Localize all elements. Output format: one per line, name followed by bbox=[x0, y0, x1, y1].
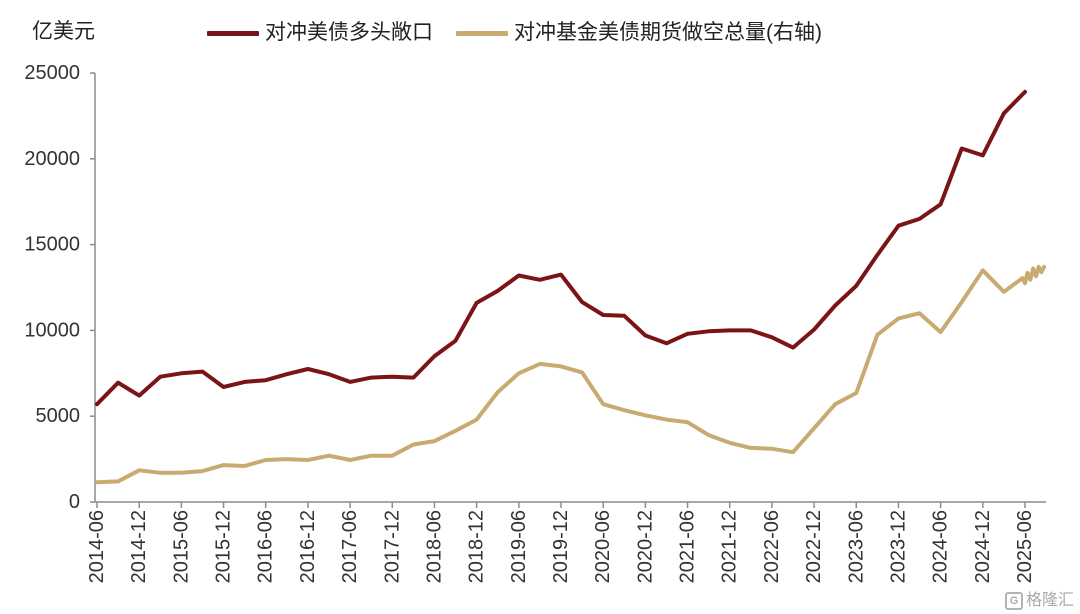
x-tick-label: 2016-12 bbox=[297, 510, 319, 583]
x-tick-label: 2021-06 bbox=[677, 510, 699, 583]
y-tick-label: 15000 bbox=[24, 234, 80, 256]
x-tick-label: 2020-06 bbox=[592, 510, 614, 583]
y-tick-label: 10000 bbox=[24, 319, 80, 341]
legend-item-long-exposure: 对冲美债多头敞口 bbox=[207, 20, 433, 46]
series-line-long-exposure bbox=[95, 89, 1027, 407]
x-tick-label: 2021-12 bbox=[719, 510, 741, 583]
series-line-futures-short bbox=[95, 264, 1047, 485]
legend-swatch-futures-short bbox=[456, 30, 508, 36]
x-tick-label: 2015-06 bbox=[170, 510, 192, 583]
x-tick-label: 2024-06 bbox=[930, 510, 952, 583]
watermark-logo: G 格隆汇 bbox=[1004, 591, 1074, 611]
legend-item-futures-short: 对冲基金美债期货做空总量(右轴) bbox=[456, 20, 822, 46]
x-tick-label: 2025-06 bbox=[1014, 510, 1036, 583]
x-tick-label: 2017-06 bbox=[339, 510, 361, 583]
y-tick-label: 25000 bbox=[24, 62, 80, 84]
y-axis-unit-label: 亿美元 bbox=[32, 20, 95, 43]
x-tick-label: 2018-12 bbox=[466, 510, 488, 583]
x-tick-label: 2016-06 bbox=[255, 510, 277, 583]
x-tick-label: 2014-06 bbox=[86, 510, 108, 583]
x-tick-label: 2024-12 bbox=[972, 510, 994, 583]
watermark-text: 格隆汇 bbox=[1025, 592, 1074, 609]
x-tick-label: 2022-12 bbox=[803, 510, 825, 583]
x-tick-label: 2017-12 bbox=[381, 510, 403, 583]
legend-label-futures-short: 对冲基金美债期货做空总量(右轴) bbox=[514, 21, 822, 44]
legend-label-long-exposure: 对冲美债多头敞口 bbox=[265, 21, 433, 44]
x-tick-label: 2019-12 bbox=[550, 510, 572, 583]
x-tick-label: 2014-12 bbox=[128, 510, 150, 583]
x-tick-label: 2023-12 bbox=[887, 510, 909, 583]
x-tick-label: 2023-06 bbox=[845, 510, 867, 583]
x-tick-label: 2018-06 bbox=[423, 510, 445, 583]
x-tick-label: 2015-12 bbox=[213, 510, 235, 583]
x-tick-label: 2020-12 bbox=[634, 510, 656, 583]
y-tick-label: 5000 bbox=[36, 405, 81, 427]
logo-icon: G bbox=[1004, 592, 1023, 610]
y-tick-label: 0 bbox=[69, 491, 80, 513]
x-tick-label: 2022-06 bbox=[761, 510, 783, 583]
x-tick-label: 2019-06 bbox=[508, 510, 530, 583]
legend-swatch-long-exposure bbox=[207, 30, 259, 36]
y-tick-label: 20000 bbox=[24, 148, 80, 170]
